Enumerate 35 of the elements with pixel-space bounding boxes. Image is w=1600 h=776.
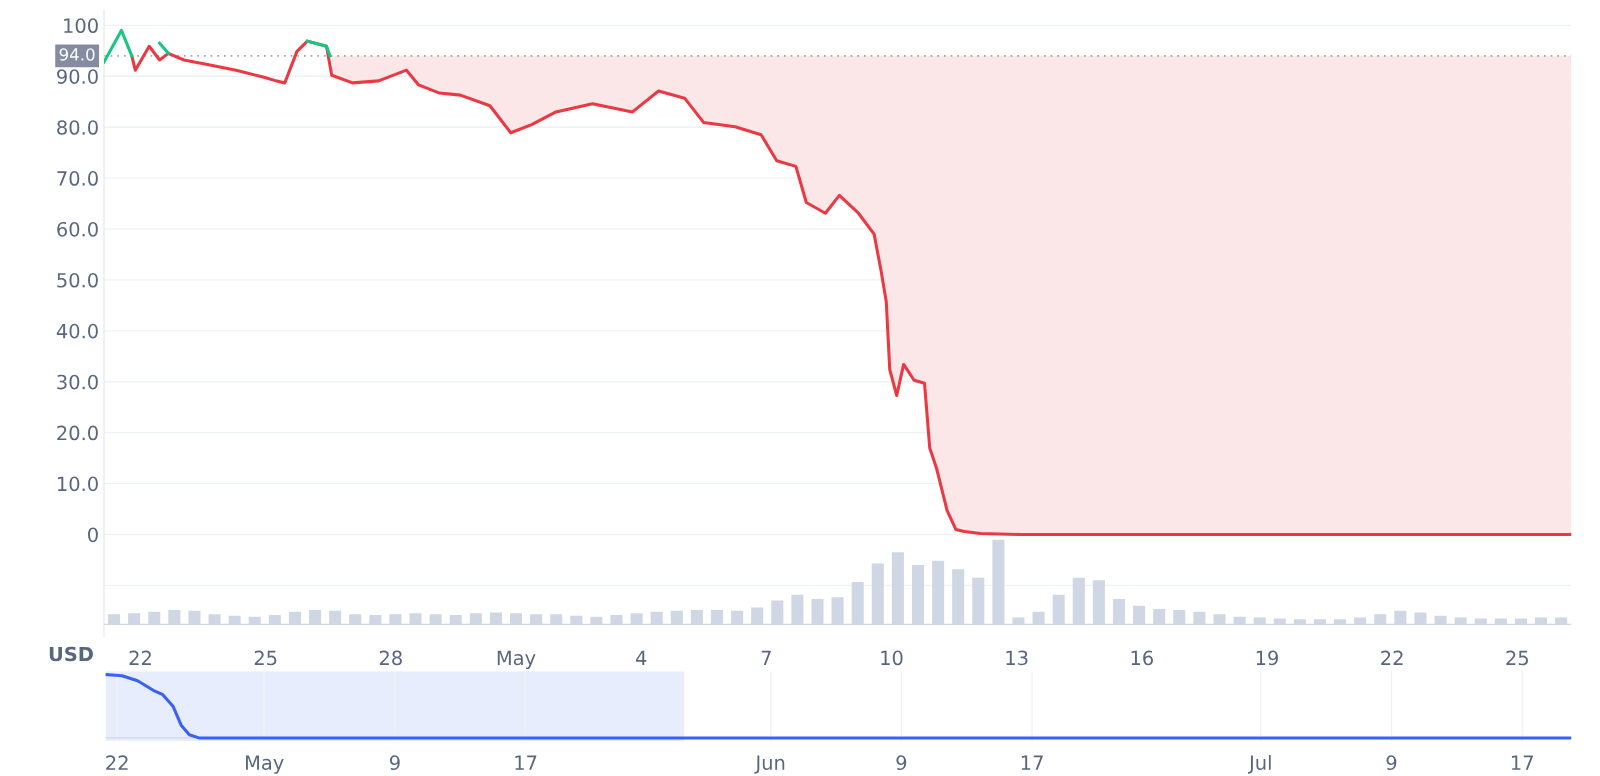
y-tick-label: 40.0 xyxy=(56,323,98,339)
x-tick-label: 22 xyxy=(129,650,151,665)
x-tick-label: May xyxy=(246,755,284,774)
y-tick-label: 90.0 xyxy=(57,69,98,84)
x-tick-label: 22 xyxy=(1381,650,1403,665)
x-tick-label: 9 xyxy=(389,755,400,771)
y-tick-label: 70.0 xyxy=(57,171,98,186)
x-tick-label: 13 xyxy=(1006,650,1028,666)
x-tick-label: 25 xyxy=(1506,650,1528,666)
x-tick-label: 28 xyxy=(379,650,402,666)
y-tick-label: 30.0 xyxy=(57,374,98,390)
x-tick-label: 19 xyxy=(1256,650,1278,666)
x-tick-label: 9 xyxy=(896,755,907,771)
y-tick-label: 10.0 xyxy=(57,476,98,492)
x-tick-label: Jul xyxy=(1248,754,1271,774)
x-tick-label: 17 xyxy=(1511,755,1533,770)
x-tick-label: May xyxy=(497,650,536,670)
y-tick-label: 80.0 xyxy=(57,120,98,135)
x-tick-label: 7 xyxy=(761,650,771,665)
x-tick-label: 4 xyxy=(635,650,647,665)
x-tick-label: Jun xyxy=(754,755,785,774)
x-tick-label: 17 xyxy=(1021,755,1043,770)
x-tick-label: 22 xyxy=(106,755,128,770)
text: USD xyxy=(49,646,93,662)
y-tick-label: 60.0 xyxy=(57,221,98,237)
x-tick-label: 10 xyxy=(881,650,903,666)
y-tick-label: 0 xyxy=(88,527,98,543)
y-tick-label: 50.0 xyxy=(57,272,98,288)
x-tick-label: 16 xyxy=(1131,650,1153,666)
x-tick-label: 9 xyxy=(1386,755,1397,771)
y-tick-label: 100 xyxy=(64,18,98,34)
x-tick-label: 17 xyxy=(515,755,537,770)
y-tick-label: 20.0 xyxy=(57,425,98,441)
x-tick-label: 25 xyxy=(254,650,277,666)
ref-line-label: 94.0 xyxy=(59,48,95,61)
